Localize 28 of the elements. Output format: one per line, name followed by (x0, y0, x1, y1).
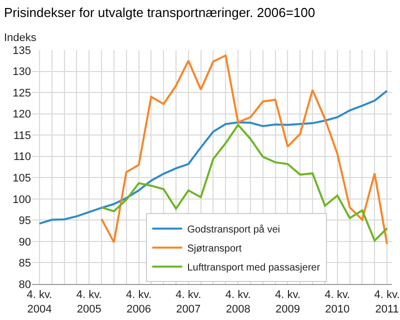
x-tick-label: 4. kv. 2005 (76, 289, 102, 316)
legend-label: Sjøtransport (187, 244, 242, 255)
y-tick-label: 135 (12, 44, 31, 57)
y-tick-label: 105 (12, 172, 31, 184)
y-tick-label: 90 (18, 236, 31, 248)
x-tick-label: 4. kv. 2006 (126, 289, 152, 316)
legend-label: Godstransport på vei (187, 224, 280, 236)
y-tick-label: 110 (13, 151, 31, 164)
x-tick-label: 4. kv. 2011 (374, 289, 400, 316)
x-tick-label: 4. kv. 2010 (324, 289, 350, 316)
y-tick-label: 95 (18, 215, 31, 228)
y-tick-label: 120 (12, 108, 31, 121)
x-tick-label: 4. kv. 2008 (225, 289, 251, 316)
y-tick-label: 85 (18, 258, 31, 270)
y-tick-label: 125 (12, 87, 31, 100)
line-series (100, 124, 388, 242)
y-tick-label: 100 (12, 194, 31, 206)
x-tick-label: 4. kv. 2004 (26, 289, 52, 316)
y-tick-label: 80 (18, 278, 31, 291)
legend-label: Lufttransport med passasjerer (187, 262, 321, 274)
line-series (38, 90, 388, 225)
line-series (100, 54, 388, 246)
y-tick-label: 115 (13, 130, 31, 142)
y-tick-label: 130 (12, 66, 31, 78)
x-tick-label: 4. kv. 2007 (176, 289, 202, 316)
chart-title: Prisindekser for utvalgte transportnæringer. 2006=100 (4, 5, 316, 20)
y-axis-title: Indeks (4, 32, 37, 44)
x-tick-label: 4. kv. 2009 (274, 289, 300, 316)
